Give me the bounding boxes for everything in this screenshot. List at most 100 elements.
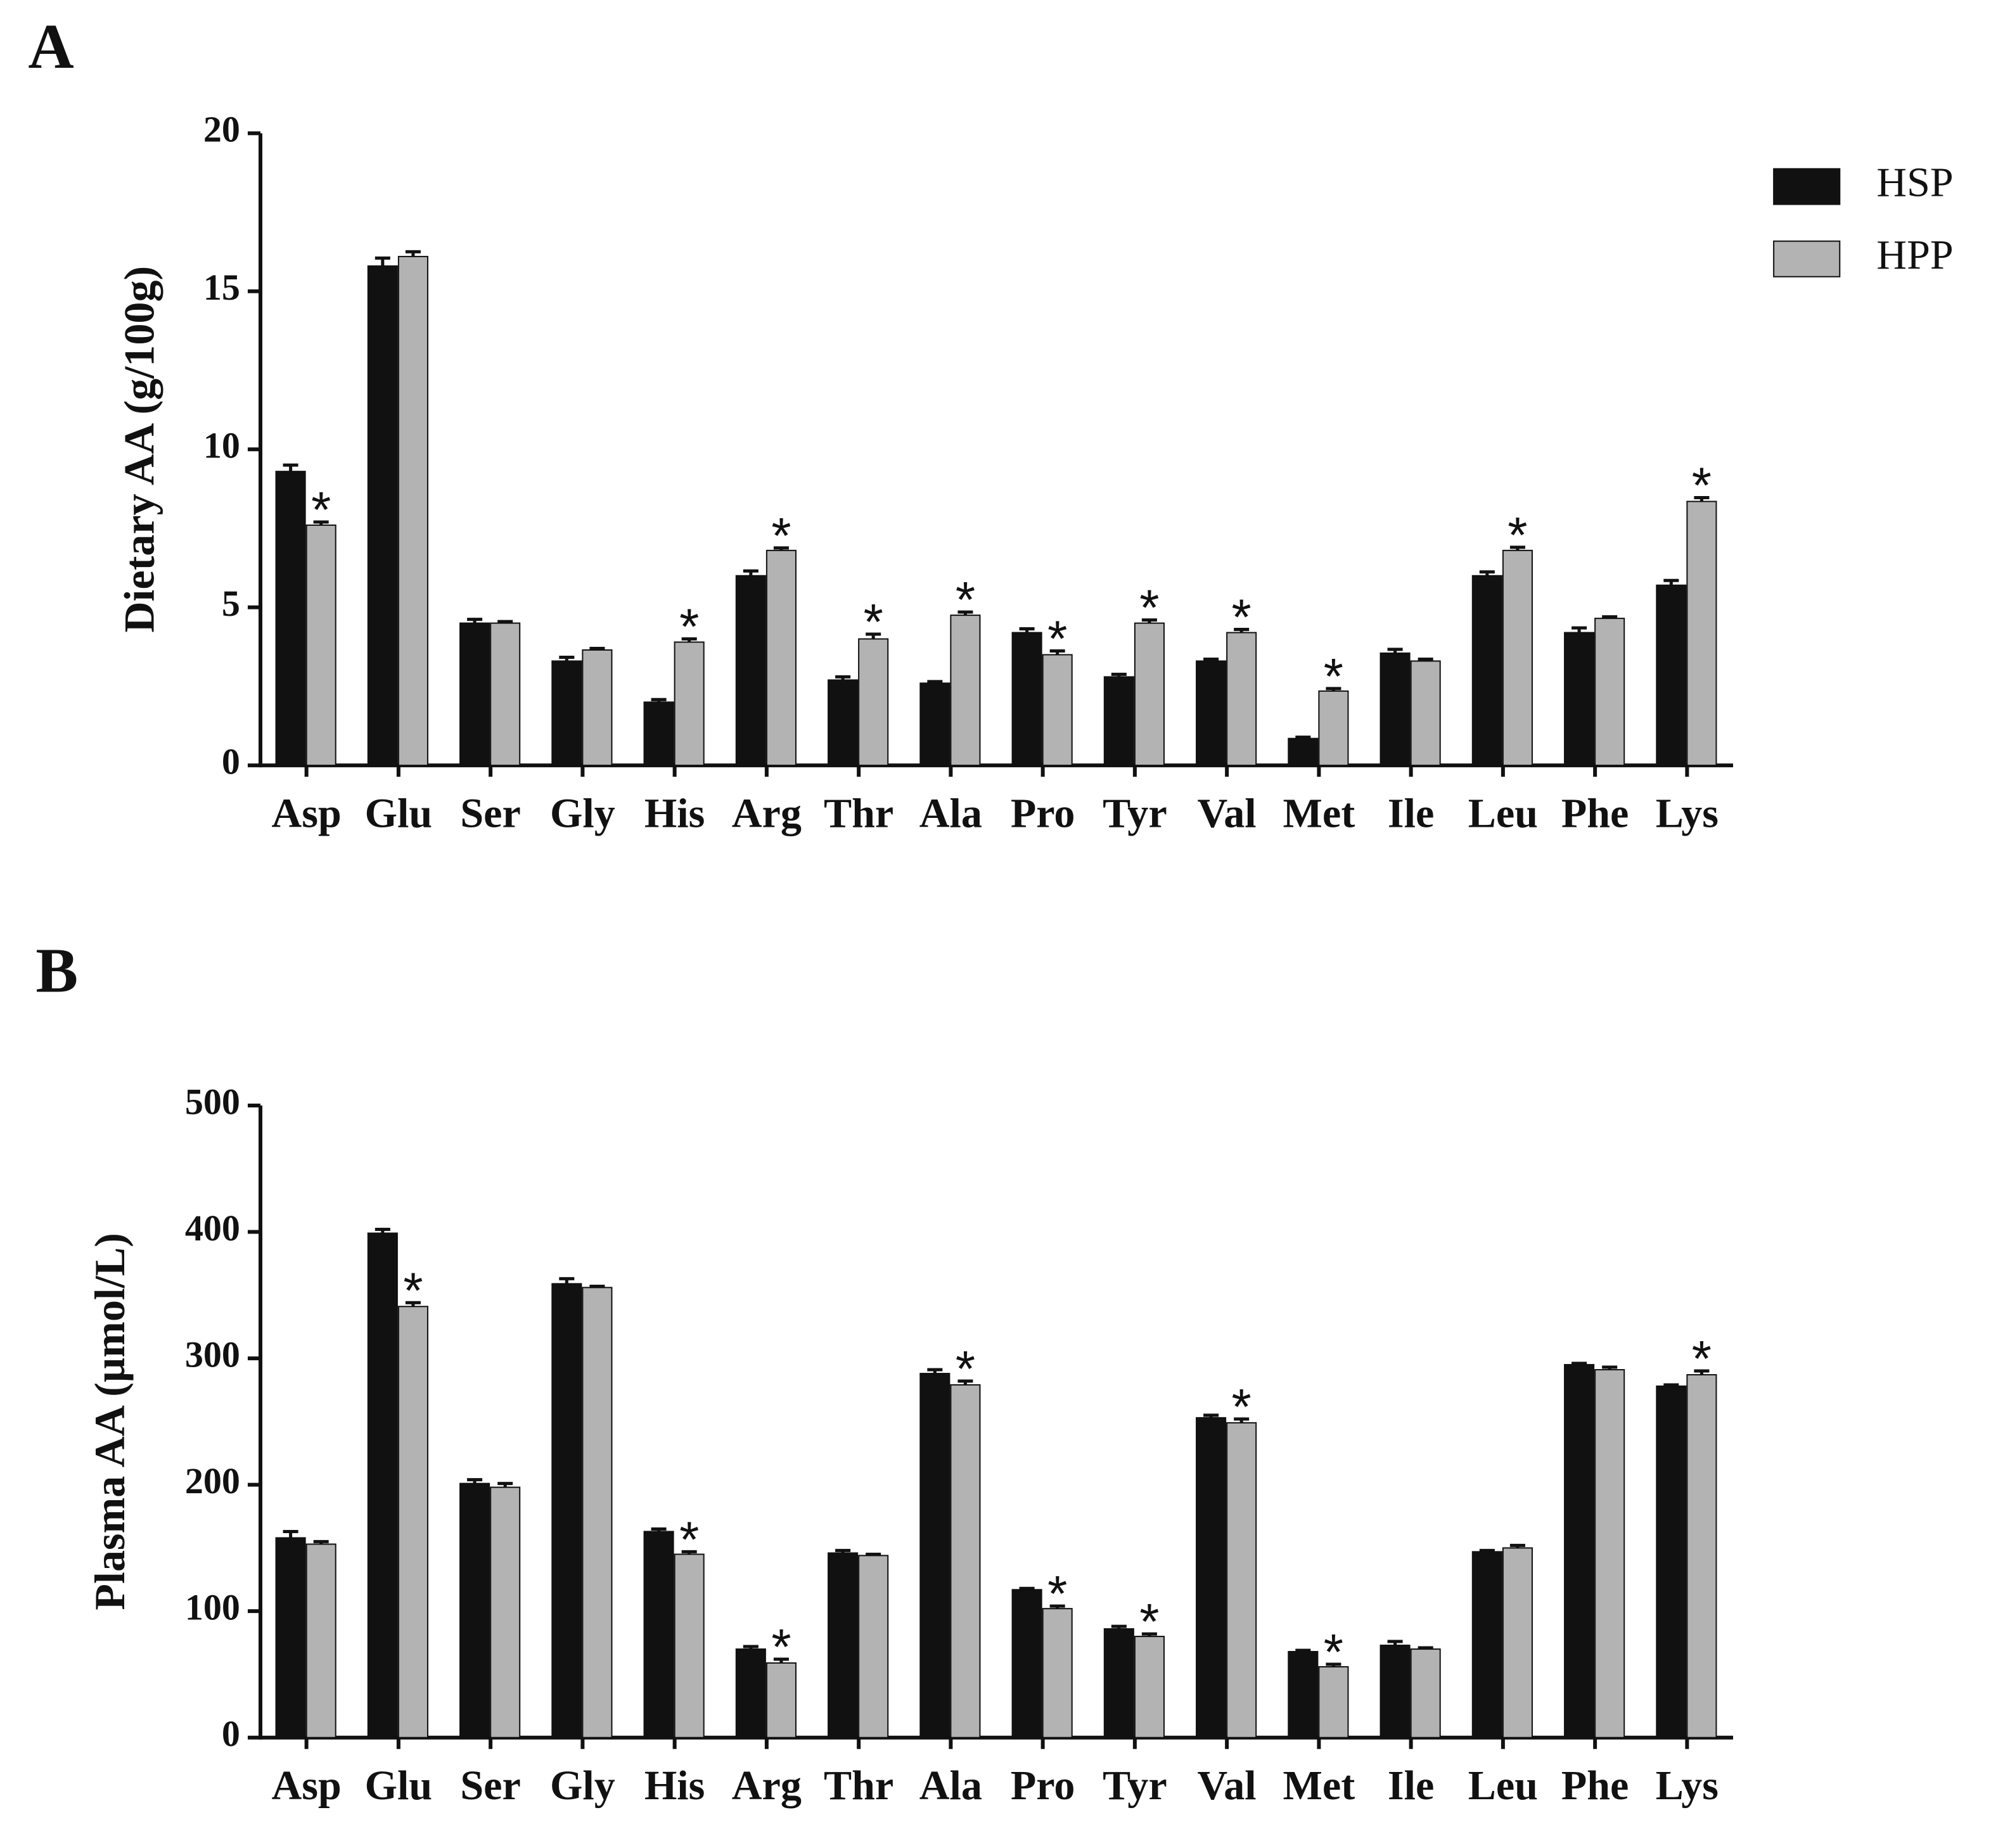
error-bar (835, 1548, 851, 1553)
error-bar (1387, 647, 1403, 653)
error-bar (773, 546, 789, 551)
error-bar (1418, 657, 1433, 661)
bar (643, 701, 674, 767)
significance-marker: * (679, 1510, 699, 1567)
error-bar (866, 632, 881, 639)
y-tick-label: 500 (185, 1081, 240, 1122)
error-bar (927, 680, 943, 684)
bar (735, 575, 766, 767)
error-bar (589, 1284, 605, 1288)
error-bar (1203, 1413, 1219, 1418)
error-bar (375, 1228, 390, 1233)
bar (459, 1482, 490, 1738)
bar (551, 660, 582, 767)
bar (765, 549, 797, 767)
bar (1196, 1417, 1227, 1738)
x-tick-label: Thr (824, 790, 893, 836)
x-tick-label: His (644, 1762, 705, 1809)
error-bar (1049, 1604, 1065, 1609)
error-bar (1295, 1648, 1311, 1652)
bar (1471, 1551, 1502, 1738)
x-tick-label: Thr (824, 1762, 893, 1809)
error-bar (1572, 626, 1587, 633)
error-bar (1602, 1365, 1618, 1370)
bar (1656, 584, 1687, 767)
error-bar (1295, 736, 1311, 739)
error-bar (1572, 1361, 1587, 1365)
x-tick-label: Lys (1656, 790, 1719, 836)
bar (1103, 1628, 1134, 1738)
bar (643, 1531, 674, 1738)
bar (858, 1555, 889, 1738)
y-tick-label: 20 (203, 109, 240, 150)
error-bar (1479, 570, 1495, 576)
significance-marker: * (864, 593, 883, 650)
panel-label: A (28, 11, 74, 82)
significance-marker: * (1508, 506, 1527, 563)
significance-marker: * (1692, 1330, 1712, 1387)
bar (459, 622, 490, 767)
bar (582, 1287, 613, 1738)
error-bar (1663, 1383, 1679, 1387)
significance-marker: * (956, 571, 975, 628)
error-bar (1479, 1548, 1495, 1552)
x-tick-label: Ala (919, 790, 982, 836)
bar (1318, 690, 1349, 767)
significance-marker: * (679, 598, 699, 655)
significance-marker: * (1139, 1593, 1159, 1650)
error-bar (1111, 672, 1127, 677)
error-bar (1049, 649, 1065, 655)
legend-label: HSP (1876, 160, 1953, 206)
bar (950, 615, 981, 767)
significance-marker: * (771, 507, 791, 564)
error-bar (559, 1277, 575, 1284)
x-tick-label: His (644, 790, 705, 836)
bar (919, 1373, 951, 1738)
bar (397, 255, 428, 767)
significance-marker: * (311, 481, 331, 538)
y-tick-label: 400 (185, 1208, 240, 1249)
x-tick-label: Tyr (1103, 790, 1167, 836)
x-tick-label: Val (1198, 1762, 1257, 1809)
bar (1380, 1645, 1411, 1738)
x-tick-label: Glu (365, 1762, 433, 1809)
bar (305, 1543, 336, 1738)
bar (1502, 1547, 1533, 1738)
x-tick-label: Met (1283, 790, 1355, 836)
significance-marker: * (1692, 457, 1712, 514)
bar (674, 641, 705, 767)
x-tick-label: Lys (1656, 1762, 1719, 1809)
x-tick-label: Asp (272, 790, 342, 836)
error-bar (1694, 496, 1710, 502)
x-tick-label: Asp (272, 1762, 342, 1809)
error-bar (743, 1645, 759, 1650)
bar (367, 1232, 398, 1738)
y-axis-title: Dietary AA (g/100g) (115, 266, 163, 633)
significance-marker: * (1047, 1565, 1067, 1622)
bar (1042, 1608, 1073, 1738)
error-bar (1019, 1586, 1035, 1590)
x-tick-label: Tyr (1103, 1762, 1167, 1809)
y-tick-label: 5 (222, 583, 240, 624)
bar (1134, 622, 1165, 767)
x-tick-label: Leu (1468, 1762, 1538, 1809)
bar (828, 679, 859, 767)
significance-marker: * (403, 1261, 423, 1318)
x-tick-label: Gly (550, 790, 615, 836)
bar (1196, 660, 1227, 767)
error-bar (589, 646, 605, 650)
bar (1134, 1636, 1165, 1738)
error-bar (866, 1552, 881, 1556)
bar (1226, 1422, 1257, 1738)
x-tick-label: Pro (1011, 790, 1075, 836)
error-bar (405, 1301, 421, 1307)
bar (1686, 500, 1717, 767)
x-tick-label: Ile (1388, 790, 1434, 836)
y-axis-title: Plasma AA (µmol/L) (86, 1233, 134, 1610)
x-tick-label: Ser (460, 790, 520, 836)
x-tick-label: Met (1283, 1762, 1355, 1809)
error-bar (957, 610, 973, 616)
bar (275, 471, 306, 767)
